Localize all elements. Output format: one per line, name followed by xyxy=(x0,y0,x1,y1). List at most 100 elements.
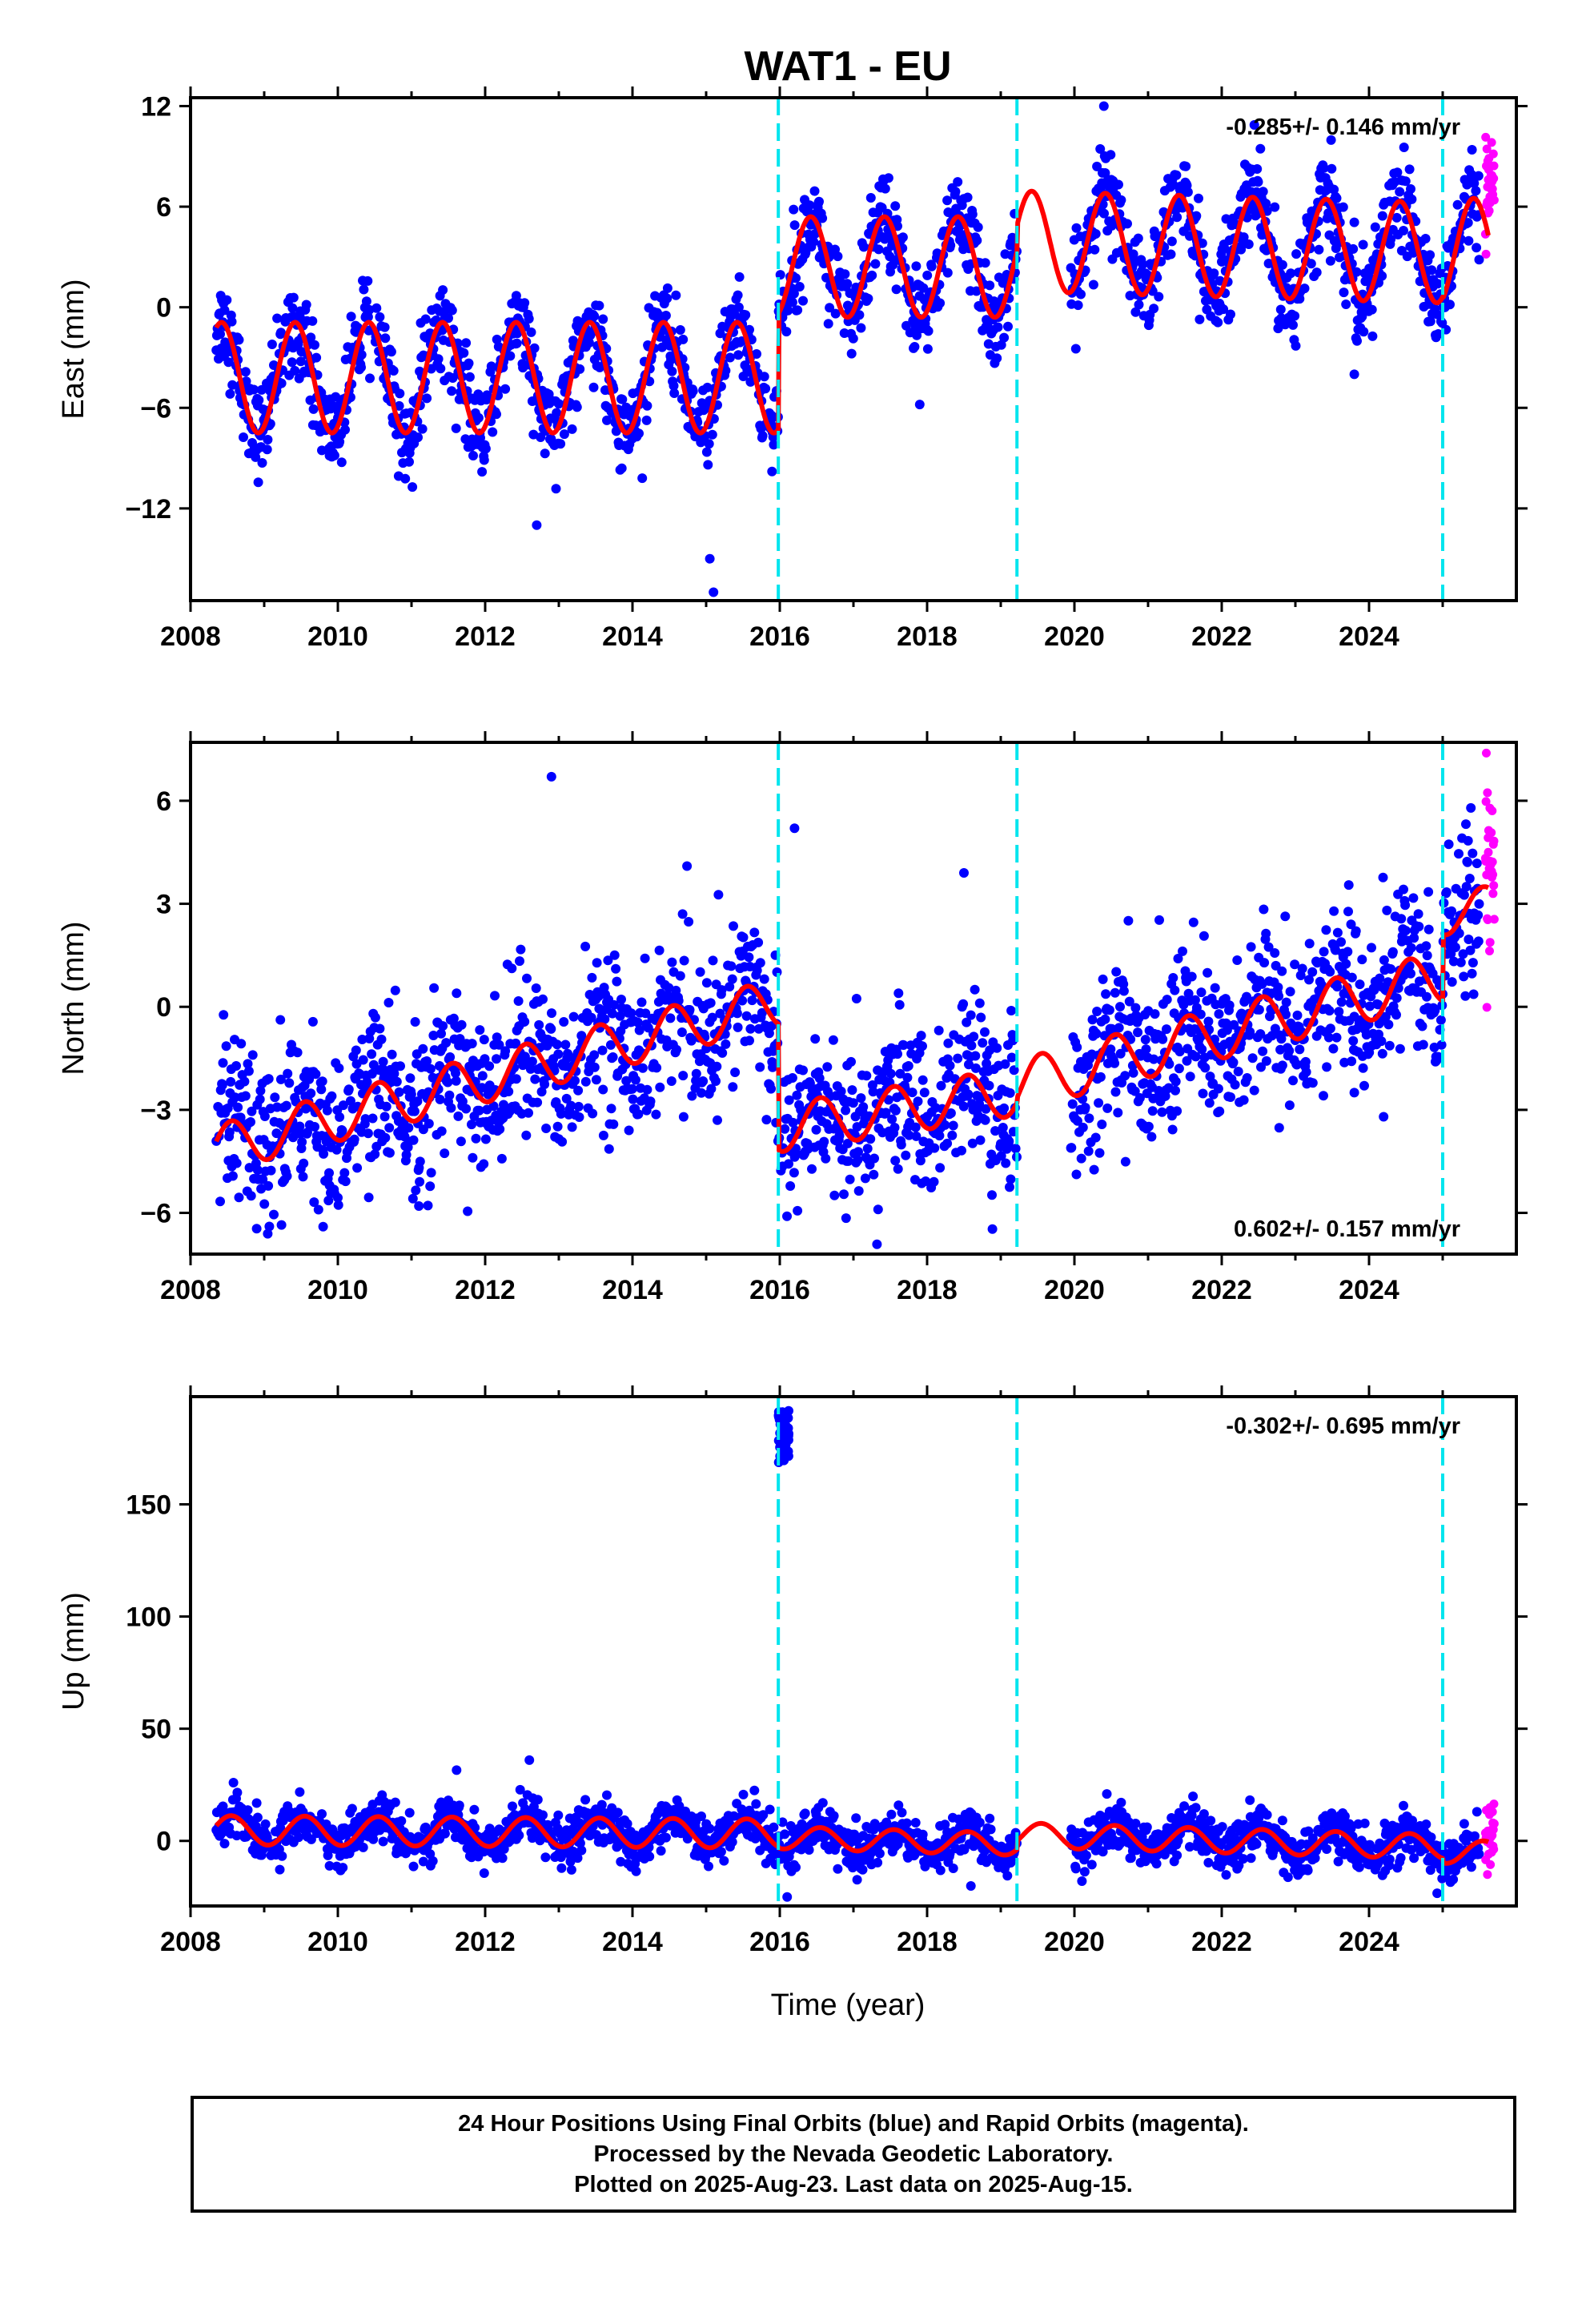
data-point xyxy=(334,1063,344,1073)
data-point xyxy=(1147,1106,1158,1116)
data-point xyxy=(500,1046,511,1056)
data-point xyxy=(992,300,1002,310)
data-point xyxy=(873,1857,883,1868)
data-point xyxy=(423,1200,433,1211)
data-point xyxy=(794,282,805,292)
data-point xyxy=(759,372,769,382)
data-point xyxy=(793,305,803,316)
data-point xyxy=(451,423,461,433)
data-point xyxy=(576,1845,587,1856)
data-point xyxy=(896,1140,906,1150)
data-point xyxy=(249,384,259,395)
data-point xyxy=(1295,294,1305,304)
data-point xyxy=(685,1005,695,1015)
data-point xyxy=(573,1085,584,1096)
data-point xyxy=(453,1111,464,1121)
data-point xyxy=(1168,973,1178,983)
data-point xyxy=(817,213,828,223)
data-point xyxy=(1007,232,1018,243)
data-point xyxy=(874,1848,885,1859)
data-point xyxy=(252,1165,263,1176)
data-point xyxy=(226,1076,236,1087)
data-point xyxy=(422,1056,432,1066)
data-point xyxy=(236,1039,247,1049)
data-point xyxy=(1365,265,1375,275)
data-point xyxy=(935,298,946,308)
data-point xyxy=(532,1097,543,1108)
data-point xyxy=(243,1805,253,1815)
x-tick-label: 2020 xyxy=(1044,1275,1105,1305)
data-point xyxy=(1067,1099,1078,1109)
data-point xyxy=(1472,858,1482,869)
data-point xyxy=(345,1096,355,1106)
data-point xyxy=(1452,199,1463,210)
data-point xyxy=(356,350,367,360)
data-point xyxy=(263,1228,273,1239)
data-point xyxy=(436,364,446,374)
data-point xyxy=(281,1100,291,1111)
data-point xyxy=(256,1184,267,1194)
data-point xyxy=(1367,943,1376,953)
data-point xyxy=(408,1861,419,1872)
data-point xyxy=(435,1094,445,1104)
data-point xyxy=(821,1153,831,1164)
data-point xyxy=(395,388,405,399)
data-point xyxy=(605,1039,616,1050)
data-point xyxy=(474,1105,484,1116)
data-point xyxy=(901,1150,911,1160)
data-point xyxy=(1341,300,1351,309)
data-point xyxy=(1348,1035,1359,1046)
data-point xyxy=(557,1136,568,1147)
data-point xyxy=(1367,304,1377,315)
data-point xyxy=(978,1038,988,1048)
data-point xyxy=(860,1173,870,1184)
data-point xyxy=(1461,819,1471,830)
data-point xyxy=(1383,1019,1394,1030)
x-tick-label: 2018 xyxy=(897,1275,958,1305)
data-point xyxy=(1090,229,1101,239)
data-point xyxy=(1255,143,1266,154)
data-point xyxy=(357,1035,367,1044)
data-point xyxy=(561,1093,572,1104)
data-point xyxy=(497,1853,508,1864)
x-tick-label: 2016 xyxy=(749,1275,810,1305)
data-point xyxy=(384,1148,395,1158)
data-point xyxy=(436,1126,447,1136)
data-point xyxy=(966,1040,977,1051)
data-point xyxy=(1377,271,1387,281)
data-point xyxy=(323,1196,334,1206)
data-point xyxy=(463,1206,473,1216)
data-point xyxy=(1447,977,1457,987)
data-point xyxy=(1097,1120,1107,1129)
plot-area-east xyxy=(211,98,1499,601)
data-point xyxy=(930,1143,940,1153)
rapid-point xyxy=(1484,206,1494,215)
data-point xyxy=(1099,208,1109,219)
data-point xyxy=(841,1105,851,1116)
outlier-point xyxy=(705,553,715,564)
data-point xyxy=(890,1105,901,1116)
data-point xyxy=(971,286,982,296)
data-point xyxy=(734,271,745,282)
data-point xyxy=(1197,238,1207,248)
data-point xyxy=(1186,971,1197,982)
data-point xyxy=(412,1096,423,1107)
data-point xyxy=(701,447,712,457)
data-point xyxy=(885,1068,896,1079)
data-point xyxy=(697,1088,706,1098)
data-point xyxy=(1459,971,1469,982)
data-point xyxy=(252,1812,263,1823)
data-point xyxy=(894,999,905,1010)
data-point xyxy=(306,332,316,343)
rapid-point xyxy=(1488,870,1498,879)
data-point xyxy=(1459,890,1469,900)
data-point xyxy=(811,1124,821,1135)
rapid-point xyxy=(1488,149,1498,159)
data-point xyxy=(1295,1044,1305,1055)
data-point xyxy=(256,384,267,395)
data-point xyxy=(719,1856,729,1866)
data-point xyxy=(1073,300,1083,311)
data-point xyxy=(984,1080,994,1091)
data-point xyxy=(929,1176,939,1187)
data-point xyxy=(1181,161,1191,171)
